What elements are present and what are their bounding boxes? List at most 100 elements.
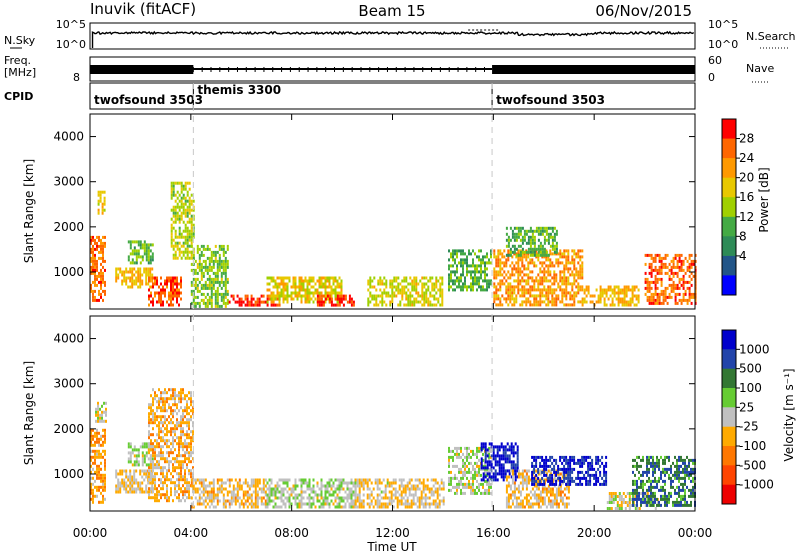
power-cell — [670, 277, 673, 281]
velocity-cell — [232, 484, 235, 488]
power-cell — [686, 259, 689, 263]
velocity-cell — [176, 418, 178, 422]
velocity-cell — [152, 469, 154, 473]
power-cell — [441, 294, 444, 298]
power-cell — [527, 261, 530, 265]
velocity-cell — [98, 437, 100, 441]
nave-tick-top: 60 — [708, 54, 722, 67]
velocity-cell — [156, 409, 158, 413]
velocity-cell — [535, 499, 538, 503]
velocity-cell — [504, 460, 507, 464]
velocity-cell — [470, 461, 472, 465]
velocity-cell — [160, 445, 162, 449]
power-cell — [551, 303, 554, 307]
velocity-cell — [98, 452, 100, 456]
power-cell — [668, 292, 671, 296]
velocity-cell — [212, 478, 215, 482]
velocity-cell — [504, 445, 507, 449]
velocity-cell — [553, 484, 556, 488]
power-cell — [176, 196, 179, 200]
power-cell — [660, 256, 663, 260]
power-cell — [172, 294, 174, 298]
power-cell — [350, 297, 353, 301]
velocity-cell — [182, 478, 184, 482]
velocity-cell — [505, 505, 508, 509]
velocity-cell — [507, 496, 510, 500]
power-cell — [563, 288, 566, 292]
velocity-cell — [143, 445, 146, 449]
velocity-cell — [366, 493, 369, 497]
power-cell — [121, 279, 124, 283]
velocity-cell — [394, 481, 397, 485]
power-cell — [423, 291, 426, 295]
velocity-cell — [456, 464, 458, 468]
power-cell — [559, 270, 562, 274]
power-cell — [401, 288, 404, 292]
power-cell — [539, 226, 542, 230]
velocity-cell — [280, 493, 283, 497]
power-cell — [200, 277, 203, 281]
velocity-cell — [168, 445, 170, 449]
velocity-cell — [559, 484, 562, 488]
velocity-cell — [148, 406, 150, 410]
power-cell — [180, 214, 183, 218]
power-cell — [462, 267, 464, 271]
velocity-cell — [422, 487, 425, 491]
power-cell — [284, 288, 287, 292]
power-cell — [334, 297, 337, 301]
velocity-cell — [354, 487, 357, 491]
power-cell — [178, 220, 181, 224]
velocity-cell — [200, 481, 203, 485]
velocity-cell — [186, 403, 188, 407]
power-cell — [656, 280, 659, 284]
power-cell — [318, 291, 321, 295]
power-cell — [553, 288, 556, 292]
power-cell — [300, 297, 303, 301]
velocity-cell — [150, 445, 152, 449]
power-cell — [495, 255, 498, 259]
velocity-cell — [174, 424, 176, 428]
power-cell — [286, 285, 289, 289]
power-cell — [541, 291, 544, 295]
velocity-cell — [509, 484, 512, 488]
velocity-cell — [192, 409, 194, 413]
power-cell — [170, 187, 173, 191]
power-cell — [573, 252, 576, 256]
power-cell — [579, 300, 582, 304]
velocity-cell — [184, 442, 186, 446]
velocity-cell — [186, 457, 188, 461]
velocity-cell — [208, 490, 211, 494]
power-cell — [501, 252, 504, 256]
power-cell — [276, 276, 279, 280]
velocity-cell — [96, 440, 98, 444]
power-cell — [551, 247, 554, 251]
power-cell — [505, 297, 508, 301]
velocity-cell — [102, 428, 104, 432]
power-cell — [258, 300, 261, 304]
velocity-cell — [312, 496, 315, 500]
velocity-cell — [150, 496, 152, 500]
power-cell — [202, 265, 205, 269]
power-cell — [452, 282, 454, 286]
power-cell — [537, 253, 540, 257]
velocity-cell — [248, 502, 251, 506]
velocity-cell — [242, 490, 245, 494]
velocity-cell — [92, 497, 94, 501]
velocity-cell — [94, 431, 96, 435]
velocity-cell — [510, 442, 513, 446]
velocity-cell — [230, 502, 233, 506]
power-cell — [137, 276, 140, 280]
power-cell — [326, 297, 329, 301]
power-cell — [561, 282, 564, 286]
velocity-cell — [254, 505, 257, 509]
velocity-cell — [158, 406, 160, 410]
power-cell — [216, 289, 219, 293]
power-cell — [441, 300, 444, 304]
velocity-cell — [557, 490, 560, 494]
velocity-cell — [507, 502, 510, 506]
power-cell — [278, 282, 281, 286]
power-cell — [320, 297, 323, 301]
power-cell — [328, 294, 331, 298]
velocity-cell — [384, 490, 387, 494]
power-cell — [306, 285, 309, 289]
